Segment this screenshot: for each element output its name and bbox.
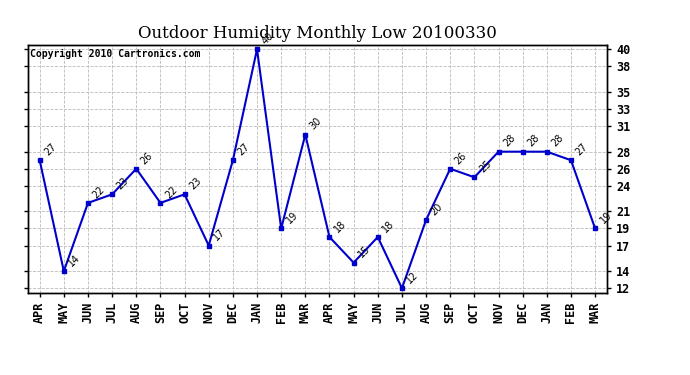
Text: 17: 17	[212, 227, 227, 243]
Text: 18: 18	[333, 219, 348, 234]
Text: 30: 30	[308, 116, 324, 132]
Text: 22: 22	[164, 184, 179, 200]
Text: Copyright 2010 Cartronics.com: Copyright 2010 Cartronics.com	[30, 49, 201, 59]
Text: 40: 40	[260, 31, 275, 46]
Text: 26: 26	[139, 150, 155, 166]
Text: 14: 14	[67, 253, 82, 268]
Text: 27: 27	[236, 141, 252, 158]
Text: 22: 22	[91, 184, 107, 200]
Text: 27: 27	[43, 141, 59, 158]
Text: 18: 18	[381, 219, 396, 234]
Text: 23: 23	[188, 176, 203, 192]
Text: 20: 20	[429, 201, 444, 217]
Text: 19: 19	[284, 210, 299, 226]
Text: 23: 23	[115, 176, 130, 192]
Text: 12: 12	[405, 270, 420, 285]
Text: 28: 28	[526, 133, 541, 149]
Title: Outdoor Humidity Monthly Low 20100330: Outdoor Humidity Monthly Low 20100330	[138, 25, 497, 42]
Text: 26: 26	[453, 150, 469, 166]
Text: 28: 28	[550, 133, 565, 149]
Text: 15: 15	[357, 244, 372, 260]
Text: 25: 25	[477, 159, 493, 174]
Text: 19: 19	[598, 210, 613, 226]
Text: 27: 27	[574, 141, 590, 158]
Text: 28: 28	[502, 133, 517, 149]
